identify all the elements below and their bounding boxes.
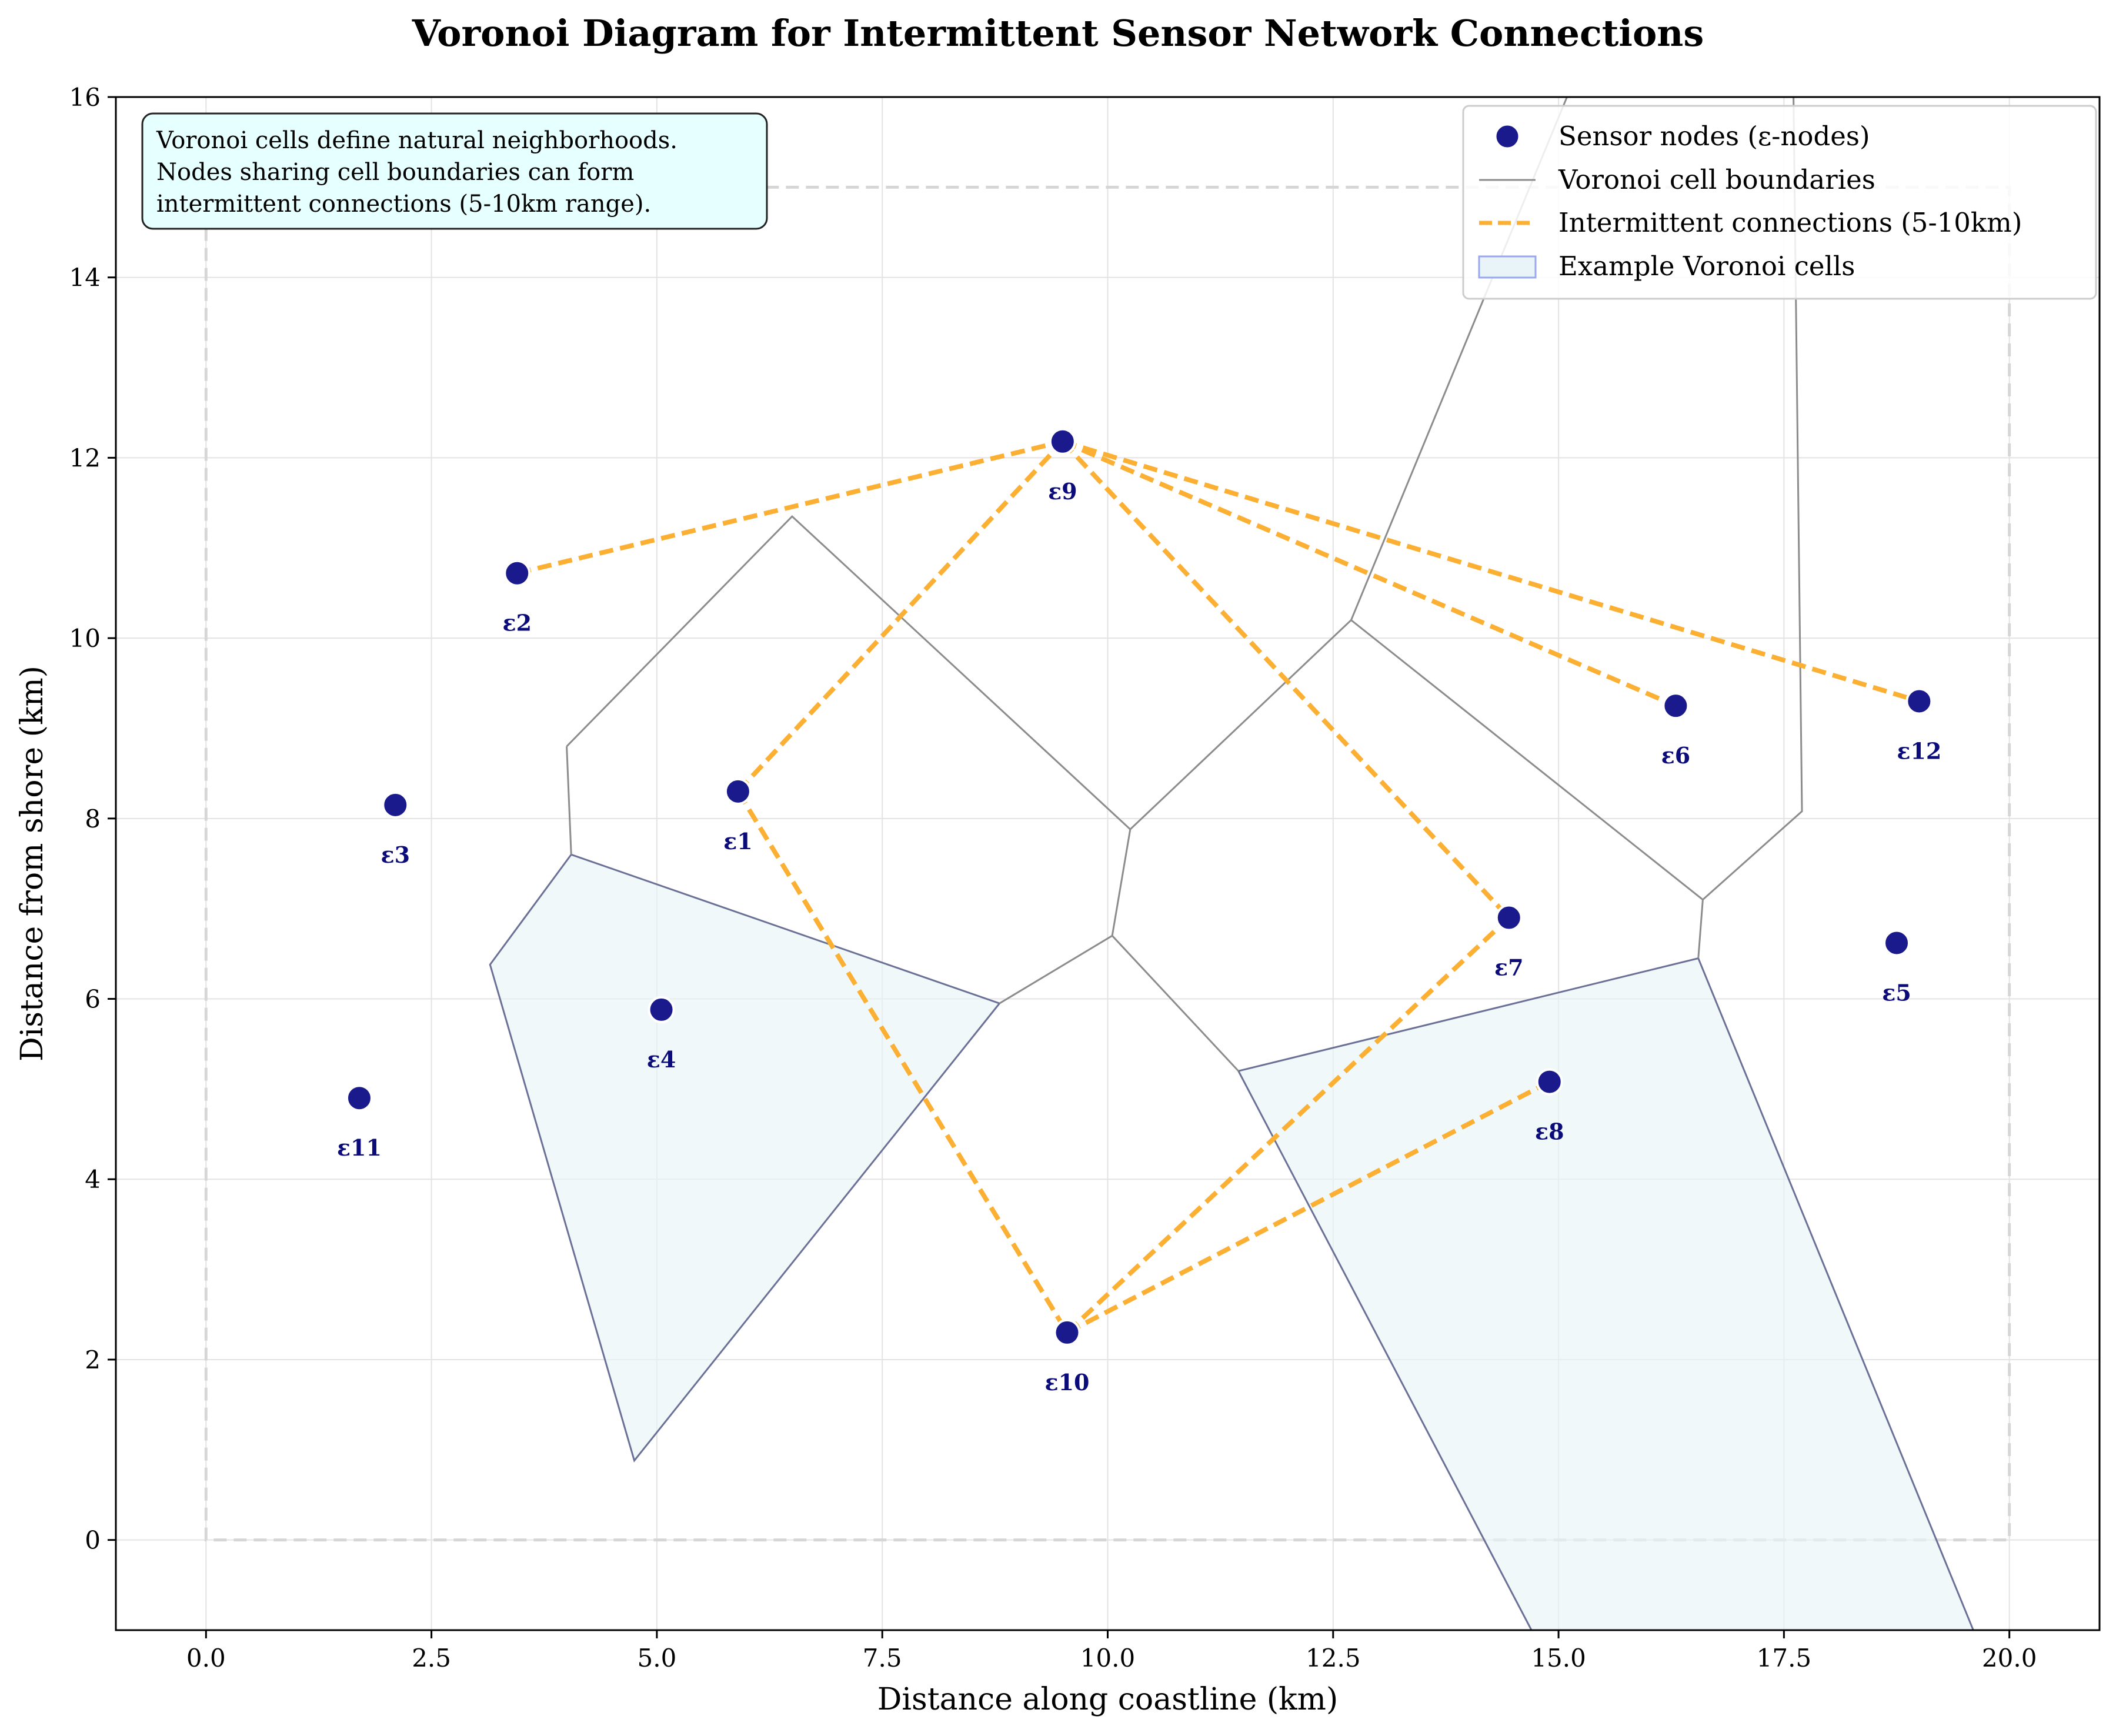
sensor-node-label: ε12: [1897, 737, 1941, 764]
y-axis-label: Distance from shore (km): [15, 666, 50, 1061]
sensor-node: [1662, 692, 1690, 720]
legend-frame: [1462, 105, 2097, 300]
sensor-node: [724, 777, 752, 805]
legend-node-marker: [1494, 123, 1520, 149]
annotation-background: [141, 112, 768, 230]
x-tick-label: 17.5: [1757, 1644, 1812, 1672]
sensor-node: [1536, 1068, 1563, 1096]
sensor-node: [1049, 428, 1076, 455]
y-tick-label: 10: [69, 624, 101, 653]
y-tick-label: 12: [69, 443, 101, 472]
sensor-node-label: ε11: [337, 1134, 382, 1161]
x-tick-label: 10.0: [1080, 1644, 1136, 1672]
voronoi-boundary: [1112, 935, 1239, 1072]
legend-label-cells: Example Voronoi cells: [1558, 251, 1855, 282]
y-tick-label: 16: [69, 83, 101, 112]
x-tick-label: 12.5: [1306, 1644, 1361, 1672]
domain-box: [204, 185, 2011, 1542]
y-tick-label: 6: [85, 985, 101, 1014]
sensor-node-label: ε1: [723, 828, 753, 854]
sensor-node: [1053, 1318, 1081, 1346]
sensor-node-label: ε5: [1882, 979, 1911, 1006]
x-tick-label: 15.0: [1531, 1644, 1586, 1672]
sensor-nodes: [345, 428, 1933, 1346]
connection-line: [516, 439, 1063, 576]
sensor-node-label: ε8: [1535, 1119, 1564, 1145]
sensor-node-labels: ε1 ε2 ε3 ε4 ε5 ε6 ε7 ε8 ε9 ε10 ε11 ε12: [337, 478, 1941, 1396]
connection-line: [736, 440, 1064, 793]
y-tick-label: 14: [69, 263, 101, 292]
connection-line: [1065, 916, 1511, 1334]
sensor-node-label: ε3: [381, 842, 410, 868]
sensor-node: [1495, 904, 1523, 932]
sensor-node-label: ε7: [1494, 954, 1524, 981]
voronoi-boundary: [999, 829, 1132, 1004]
connection-line: [1066, 1080, 1551, 1335]
annotation-line-1: Voronoi cells define natural neighborhoo…: [156, 127, 677, 154]
sensor-node-label: ε9: [1048, 478, 1077, 505]
connection-line: [1062, 439, 1920, 704]
sensor-node: [648, 996, 675, 1023]
grid-lines: [116, 97, 2100, 1630]
intermittent-connections: [516, 439, 1920, 1335]
voronoi-boundary: [566, 746, 572, 855]
sensor-node: [1905, 687, 1933, 715]
x-tick-label: 20.0: [1982, 1644, 2037, 1672]
sensor-node-label: ε10: [1045, 1369, 1090, 1396]
sensor-node-label: ε6: [1661, 742, 1691, 769]
voronoi-boundary: [1697, 899, 1704, 959]
connection-line: [1062, 439, 1677, 708]
voronoi-cell: [1237, 957, 1974, 1630]
connection-line: [1060, 440, 1511, 920]
annotation-box: Voronoi cells define natural neighborhoo…: [141, 112, 768, 230]
example-voronoi-cells: [489, 853, 1974, 1630]
sensor-node-label: ε4: [647, 1046, 676, 1073]
chart-title: Voronoi Diagram for Intermittent Sensor …: [412, 12, 1704, 55]
x-tick-label: 7.5: [863, 1644, 902, 1672]
legend-label-boundaries: Voronoi cell boundaries: [1558, 164, 1875, 195]
x-tick-label: 5.0: [638, 1644, 677, 1672]
y-tick-label: 8: [85, 804, 101, 833]
sensor-node: [382, 791, 409, 819]
annotation-line-3: intermittent connections (5-10km range).: [156, 191, 651, 218]
axis-ticks: 0.0 2.5 5.0 7.5 10.0 12.5 15.0 17.5 20.0 0 2 4 6 8 10 1…: [69, 83, 2037, 1672]
annotation-line-2: Nodes sharing cell boundaries can form: [156, 159, 634, 186]
sensor-node: [503, 559, 531, 587]
x-tick-label: 0.0: [186, 1644, 226, 1672]
legend-cell-swatch: [1478, 255, 1537, 279]
voronoi-cell: [489, 853, 1002, 1463]
sensor-node-label: ε2: [502, 610, 532, 636]
legend-label-nodes: Sensor nodes (ε-nodes): [1558, 121, 1870, 152]
sensor-node: [1883, 929, 1911, 957]
y-tick-label: 2: [85, 1346, 101, 1374]
domain-boundary: [204, 185, 2011, 1542]
sensor-node: [345, 1084, 373, 1112]
legend: Sensor nodes (ε-nodes) Voronoi cell boun…: [1462, 105, 2097, 300]
x-axis-label: Distance along coastline (km): [877, 1682, 1339, 1717]
legend-label-connections: Intermittent connections (5-10km): [1558, 207, 2022, 238]
y-tick-label: 4: [85, 1165, 101, 1194]
y-tick-label: 0: [85, 1526, 101, 1555]
x-tick-label: 2.5: [412, 1644, 451, 1672]
